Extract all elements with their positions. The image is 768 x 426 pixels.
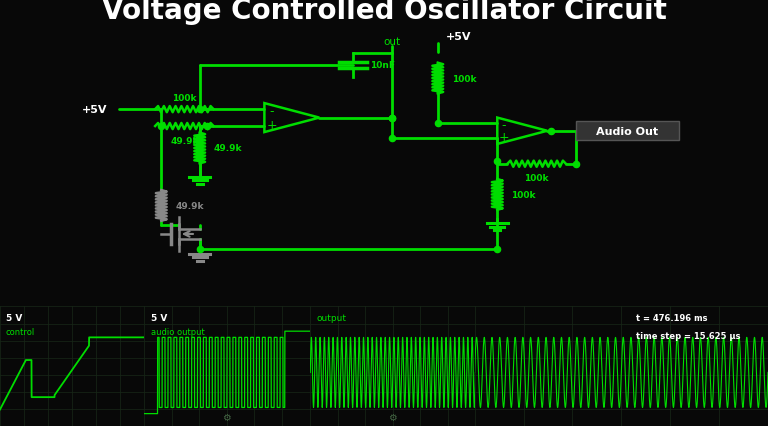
Text: +5V: +5V <box>445 32 471 42</box>
Text: +: + <box>266 118 277 132</box>
Text: -: - <box>502 119 506 132</box>
Text: Audio Out: Audio Out <box>597 127 658 136</box>
Point <box>194 106 206 113</box>
Text: 100k: 100k <box>525 174 549 183</box>
Point <box>386 115 398 122</box>
Point <box>492 246 504 253</box>
Text: 5 V: 5 V <box>151 313 167 322</box>
Text: +5V: +5V <box>82 105 108 115</box>
Text: t = 476.196 ms: t = 476.196 ms <box>636 313 707 322</box>
Point <box>386 136 398 143</box>
Text: 49.9k: 49.9k <box>214 144 242 153</box>
Point <box>386 115 398 122</box>
Point <box>201 124 214 130</box>
Text: audio output: audio output <box>151 327 205 336</box>
Point <box>545 128 558 135</box>
Text: +: + <box>498 131 509 144</box>
Text: 10nF: 10nF <box>370 61 396 70</box>
Text: 49.9k: 49.9k <box>175 201 204 210</box>
Text: out: out <box>383 37 400 47</box>
Text: 49.9k: 49.9k <box>170 136 199 145</box>
Text: 100k: 100k <box>511 190 535 199</box>
Text: 100k: 100k <box>172 93 197 102</box>
Text: 5 V: 5 V <box>5 313 22 322</box>
Text: output: output <box>317 313 347 322</box>
Point <box>194 246 206 253</box>
Point <box>155 124 167 130</box>
Text: time step = 15.625 μs: time step = 15.625 μs <box>636 331 740 340</box>
Text: ⚙: ⚙ <box>389 412 397 422</box>
Text: ⚙: ⚙ <box>223 412 231 422</box>
Point <box>570 161 582 168</box>
Text: 100k: 100k <box>452 75 476 83</box>
Text: -: - <box>270 105 274 118</box>
Point <box>492 158 504 165</box>
Text: Voltage Controlled Oscillator Circuit: Voltage Controlled Oscillator Circuit <box>101 0 667 25</box>
FancyBboxPatch shape <box>576 122 679 141</box>
Text: control: control <box>5 327 35 336</box>
Point <box>432 121 444 127</box>
